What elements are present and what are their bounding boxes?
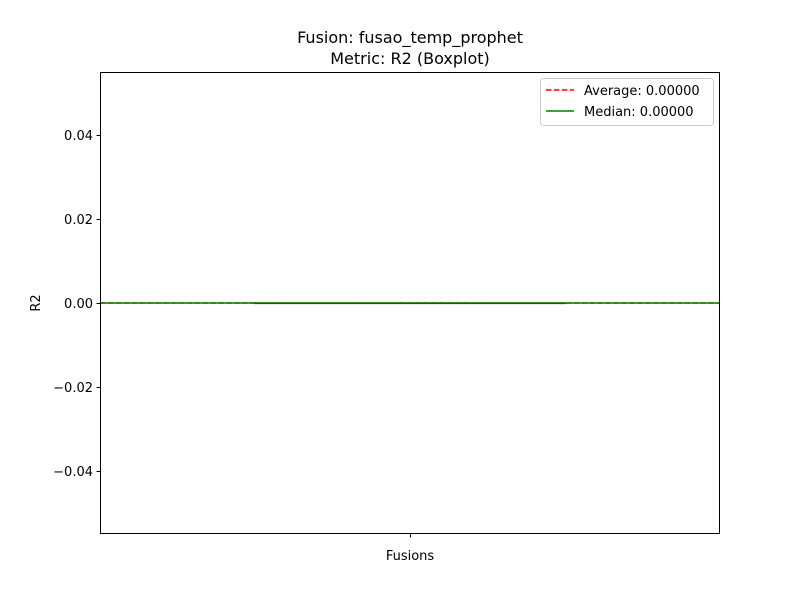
x-axis-label: Fusions <box>386 549 435 564</box>
chart-subtitle: Metric: R2 (Boxplot) <box>330 49 490 68</box>
y-axis-ticks: 0.04 0.02 0.00 −0.02 −0.04 <box>53 129 100 480</box>
chart-title: Fusion: fusao_temp_prophet <box>297 28 523 48</box>
y-tick-label: −0.04 <box>53 465 93 480</box>
y-tick-label: −0.02 <box>53 381 93 396</box>
y-axis-label: R2 <box>29 294 44 311</box>
y-tick-label: 0.02 <box>64 213 93 228</box>
axes-frame <box>100 72 720 534</box>
legend: Average: 0.00000 Median: 0.00000 <box>540 78 714 126</box>
legend-average-label: Average: 0.00000 <box>584 84 700 99</box>
plot-area <box>100 302 720 305</box>
legend-box <box>540 78 714 126</box>
y-tick-label: 0.00 <box>64 297 93 312</box>
y-tick-label: 0.04 <box>64 129 93 144</box>
legend-median-label: Median: 0.00000 <box>584 105 694 120</box>
